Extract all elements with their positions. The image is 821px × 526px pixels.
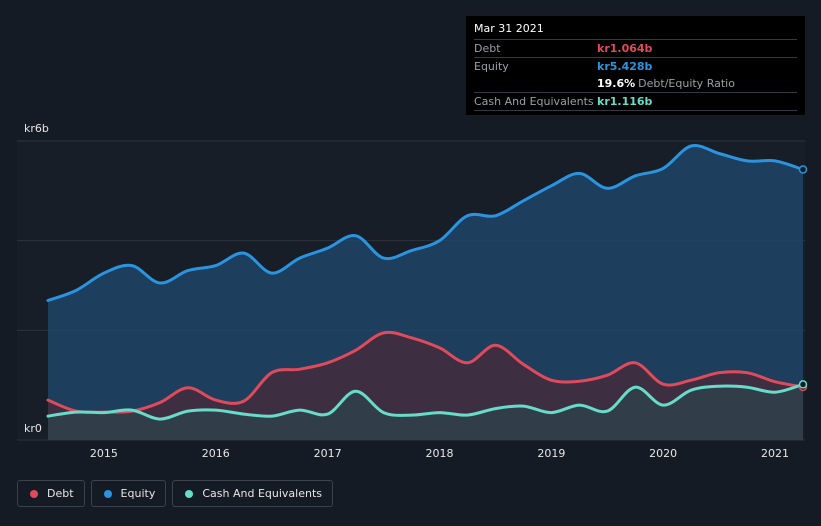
line-cash-and-equivalents <box>46 382 805 421</box>
legend-item-cash[interactable]: Cash And Equivalents <box>172 480 333 507</box>
legend-debt-label: Debt <box>47 487 74 500</box>
legend-item-equity[interactable]: Equity <box>90 480 167 507</box>
end-marker-equity <box>798 165 808 174</box>
tooltip-row-ratio: 19.6% Debt/Equity Ratio <box>474 75 797 92</box>
x-tick-2019: 2019 <box>537 447 565 460</box>
y-axis-top-label: kr6b <box>24 122 49 135</box>
legend-debt-dot <box>30 489 38 498</box>
line-debt <box>46 330 805 414</box>
legend-equity-label: Equity <box>120 487 156 500</box>
area-equity <box>48 145 803 441</box>
x-tick-2017: 2017 <box>314 447 342 460</box>
x-tick-2020: 2020 <box>649 447 677 460</box>
tooltip-equity-label: Equity <box>474 60 509 73</box>
tooltip-row-debt: Debt kr1.064b <box>474 39 797 57</box>
legend-equity-dot <box>103 489 112 498</box>
line-equity <box>46 144 805 302</box>
chart-legend: Debt Equity Cash And Equivalents <box>17 480 333 507</box>
end-marker-cash-and-equivalents <box>798 380 808 389</box>
tooltip-debt-label: Debt <box>474 42 501 55</box>
tooltip-panel: Mar 31 2021 Debt kr1.064b Equity kr5.428… <box>466 16 805 115</box>
area-cash-and-equivalents <box>48 384 803 440</box>
legend-item-debt[interactable]: Debt <box>17 480 85 507</box>
tooltip-ratio-value: 19.6% <box>597 77 636 90</box>
x-tick-2015: 2015 <box>90 447 118 460</box>
tooltip-cash-label: Cash And Equivalents <box>474 95 594 108</box>
legend-cash-dot <box>185 489 194 498</box>
tooltip-equity-value: kr5.428b <box>597 60 653 73</box>
y-axis-bottom-label: kr0 <box>24 422 42 435</box>
tooltip-ratio-label: Debt/Equity Ratio <box>638 77 735 90</box>
tooltip-debt-value: kr1.064b <box>597 42 653 55</box>
series-lines <box>46 144 805 421</box>
tooltip-row-equity: Equity kr5.428b <box>474 57 797 75</box>
legend-cash-label: Cash And Equivalents <box>202 487 322 500</box>
tooltip-cash-value: kr1.116b <box>597 95 653 108</box>
tooltip-row-cash: Cash And Equivalents kr1.116b <box>474 92 797 111</box>
tooltip-date: Mar 31 2021 <box>474 22 544 35</box>
axis-labels: kr6b kr0 2015 2016 2017 2018 2019 2020 2021 <box>24 122 789 460</box>
x-tick-2018: 2018 <box>425 447 453 460</box>
x-tick-2016: 2016 <box>202 447 230 460</box>
end-markers <box>798 165 808 392</box>
x-tick-2021: 2021 <box>761 447 789 460</box>
